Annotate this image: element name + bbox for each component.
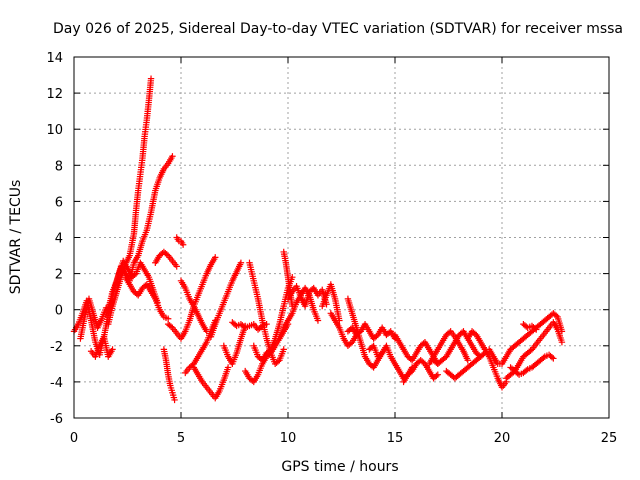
series-mssa-arc-07 [122,274,172,322]
series-mssa-arc-33 [443,349,489,382]
axis-ticks: -6 -4 -2 0 2 4 6 8 10 12 14 0 5 10 15 20 25 [46,51,617,446]
data-point-interp [540,354,547,362]
series-mssa-arc-34 [464,328,510,391]
y-tick-label: 8 [55,159,63,174]
chart-title: Day 026 of 2025, Sidereal Day-to-day VTE… [53,21,623,37]
data-point-interp [266,347,273,354]
series-mssa-arc-03 [87,333,116,360]
series-mssa-arc-24 [319,281,343,324]
data-point [173,263,180,270]
grid-lines [74,57,609,418]
data-point-interp [527,347,534,354]
y-tick-label: 2 [55,268,63,283]
data-point-interp [433,372,440,380]
series-mssa-arc-15 [207,259,245,340]
data-points [70,75,566,404]
y-tick-label: 4 [55,232,63,247]
data-point [147,75,155,82]
x-axis-label: GPS time / hours [281,459,398,475]
plot-frame [73,56,610,419]
series-mssa-arc-08 [152,248,180,270]
data-point [212,254,219,261]
data-point-interp [131,271,138,279]
data-point-interp [523,367,530,374]
series-mssa-arc-11 [164,254,219,342]
data-point [169,153,176,160]
series-mssa-arc-37 [507,351,557,378]
x-tick-label: 0 [70,431,78,446]
series-mssa-arc-04 [105,75,155,328]
series-mssa-arc-26 [344,295,386,371]
series-mssa-arc-20 [250,274,296,364]
series-mssa-arc-22 [280,248,296,310]
y-tick-label: 10 [46,123,63,138]
series-mssa-arc-10 [173,234,187,248]
y-axis-label: SDTVAR / TECUs [8,180,24,295]
data-point [109,346,116,353]
data-point-interp [548,354,556,361]
y-tick-label: -6 [50,412,63,427]
data-point [550,355,557,362]
data-point [171,396,178,404]
series-mssa-arc-09 [160,346,178,404]
data-point-interp [163,251,170,258]
y-tick-label: 0 [55,304,63,319]
data-point-interp [167,323,175,330]
data-point [224,364,232,371]
series-mssa-arc-27 [344,320,399,342]
data-point [558,338,566,346]
data-point [434,371,441,378]
series-mssa-arc-12 [177,277,210,335]
y-tick-label: 6 [55,195,63,210]
data-point [314,317,322,324]
series-mssa-arc-14 [190,364,232,402]
y-tick-label: -4 [50,376,63,391]
x-tick-label: 25 [601,431,618,446]
y-tick-label: 12 [46,87,63,102]
data-point-interp [553,312,560,319]
data-point [280,346,287,353]
data-point [237,259,245,266]
data-point-interp [274,358,282,365]
x-tick-label: 10 [280,431,297,446]
x-tick-label: 20 [494,431,511,446]
data-point-interp [531,325,539,332]
data-point [164,315,172,322]
data-point [289,302,296,310]
data-point [464,357,471,364]
data-point [179,241,187,248]
series-mssa-arc-38 [520,320,540,333]
series-mssa-arc-32 [430,328,484,368]
x-tick-label: 5 [177,431,185,446]
y-tick-label: -2 [50,340,63,355]
series-mssa-arc-17 [229,319,270,333]
y-tick-label: 14 [46,51,63,66]
x-tick-label: 15 [387,431,404,446]
data-point-interp [446,329,453,336]
data-point [533,326,540,333]
